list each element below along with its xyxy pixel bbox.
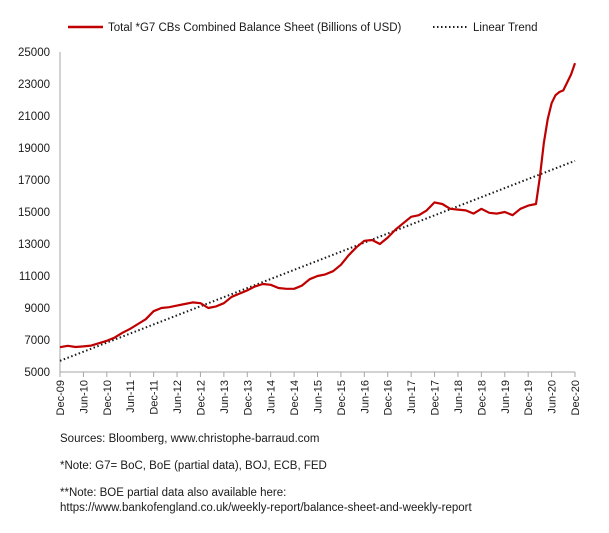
y-tick-label: 5000 xyxy=(24,367,50,379)
x-tick-label: Jun-16 xyxy=(359,380,371,414)
x-tick-label: Dec-18 xyxy=(476,380,488,415)
x-tick-label: Dec-19 xyxy=(523,380,535,415)
x-tick-label: Dec-12 xyxy=(195,380,207,415)
y-axis: 5000 7000 9000 11000 13000 15000 17000 19000 210… xyxy=(18,47,61,379)
x-tick-label: Jun-13 xyxy=(219,380,231,414)
x-tick-label: Dec-14 xyxy=(289,380,301,415)
x-tick-label: Jun-17 xyxy=(406,380,418,414)
series-line-linear-trend xyxy=(59,159,576,362)
x-tick-label: Jun-10 xyxy=(78,380,90,414)
x-tick-label: Dec-16 xyxy=(383,380,395,415)
series-line-balance-sheet xyxy=(59,62,577,349)
footnotes: Sources: Bloomberg, www.christophe-barra… xyxy=(60,432,600,516)
y-tick-label: 23000 xyxy=(18,79,50,91)
x-tick-label: Dec-20 xyxy=(570,380,582,415)
x-tick-label: Jun-20 xyxy=(547,380,559,414)
y-tick-label: 13000 xyxy=(18,239,50,251)
x-tick-label: Dec-13 xyxy=(242,380,254,415)
x-tick-label: Jun-15 xyxy=(313,380,325,414)
x-tick-label: Dec-09 xyxy=(55,380,67,415)
y-tick-label: 17000 xyxy=(18,175,50,187)
x-tick-label: Jun-14 xyxy=(266,380,278,414)
legend: Total *G7 CBs Combined Balance Sheet (Bi… xyxy=(68,22,538,34)
x-tick-label: Dec-11 xyxy=(149,380,161,415)
chart: Total *G7 CBs Combined Balance Sheet (Bi… xyxy=(18,22,582,415)
sources-note: Sources: Bloomberg, www.christophe-barra… xyxy=(60,433,320,445)
y-tick-label: 11000 xyxy=(19,271,50,283)
x-tick-label: Dec-17 xyxy=(430,380,442,415)
y-tick-label: 9000 xyxy=(24,303,50,315)
x-tick-label: Jun-12 xyxy=(172,380,184,414)
legend-label-trend: Linear Trend xyxy=(473,22,538,34)
plot-area xyxy=(59,62,577,362)
legend-label-balance-sheet: Total *G7 CBs Combined Balance Sheet (Bi… xyxy=(108,22,402,34)
y-tick-label: 25000 xyxy=(18,47,50,59)
y-tick-label: 7000 xyxy=(24,335,50,347)
y-tick-label: 21000 xyxy=(18,111,50,123)
x-tick-label: Jun-11 xyxy=(125,380,137,413)
y-tick-label: 19000 xyxy=(18,143,50,155)
x-tick-label: Jun-19 xyxy=(500,380,512,414)
boe-note-text: **Note: BOE partial data also available … xyxy=(60,487,287,499)
x-tick-label: Jun-18 xyxy=(453,380,465,414)
boe-note-link[interactable]: https://www.bankofengland.co.uk/weekly-r… xyxy=(60,502,472,514)
boe-note: **Note: BOE partial data also available … xyxy=(60,486,600,516)
x-tick-label: Dec-15 xyxy=(336,380,348,415)
y-tick-label: 15000 xyxy=(18,207,50,219)
x-tick-label: Dec-10 xyxy=(102,380,114,415)
x-axis: Dec-09 Jun-10 Dec-10 Jun-11 Dec-11 Jun-12 Dec-… xyxy=(55,371,582,415)
g7-note: *Note: G7= BoC, BoE (partial data), BOJ,… xyxy=(60,460,327,472)
